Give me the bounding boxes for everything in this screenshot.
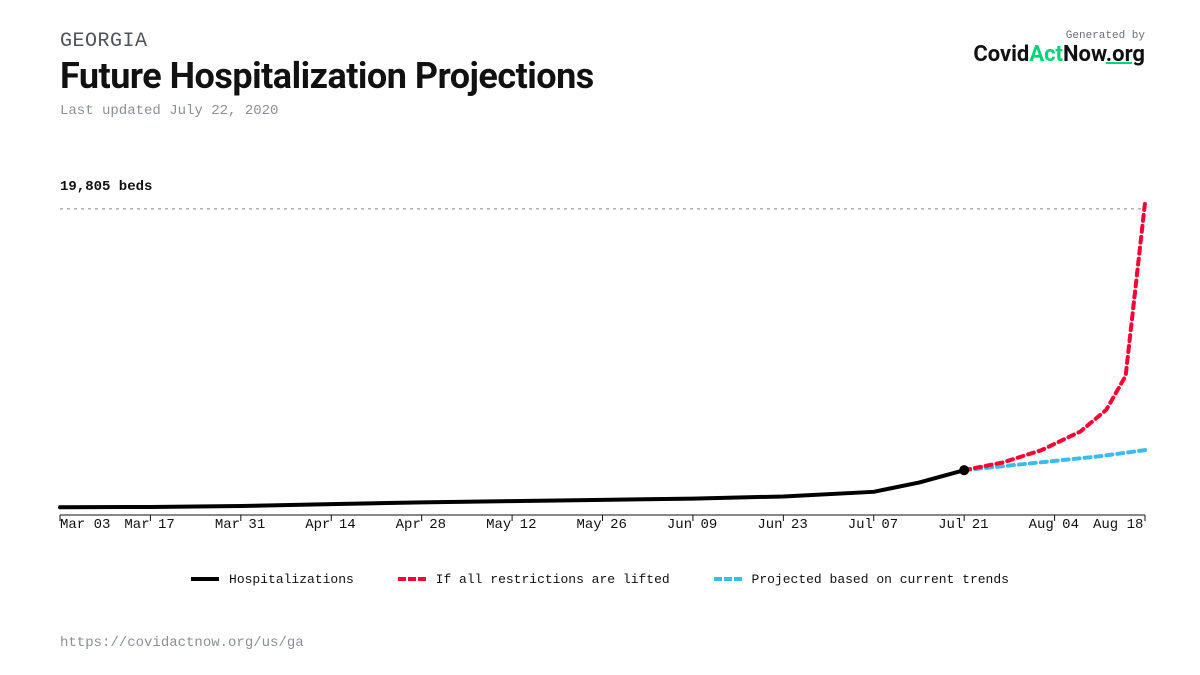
x-tick-label: Jul 07 <box>848 517 898 533</box>
x-tick-label: Jun 09 <box>667 517 717 533</box>
bed-threshold-label: 19,805 beds <box>60 179 152 195</box>
x-tick-label: May 26 <box>577 517 627 533</box>
legend-swatch-lifted <box>398 577 426 581</box>
logo-act: Act <box>1029 42 1063 67</box>
x-tick-label: May 12 <box>486 517 536 533</box>
covidactnow-logo: CovidActNow.org <box>973 42 1145 67</box>
x-tick-label: Jun 23 <box>757 517 807 533</box>
x-tick-label: Mar 03 <box>60 517 110 533</box>
legend-swatch-actual <box>191 577 219 581</box>
legend-label-actual: Hospitalizations <box>229 572 354 587</box>
legend-swatch-projected <box>714 577 742 581</box>
source-url: https://covidactnow.org/us/ga <box>60 635 304 651</box>
x-tick-label: Jul 21 <box>938 517 988 533</box>
x-tick-label: Mar 31 <box>215 517 265 533</box>
chart-svg <box>60 195 1145 515</box>
logo-covid: Covid <box>973 42 1029 67</box>
last-updated: Last updated July 22, 2020 <box>60 103 1145 119</box>
logo-org: .org <box>1106 42 1145 67</box>
generated-by-label: Generated by <box>973 30 1145 42</box>
x-tick-label: Aug 18 <box>1093 517 1143 533</box>
projection-chart: 19,805 beds Mar 03Mar 17Mar 31Apr 14Apr … <box>60 195 1145 515</box>
brand-attribution: Generated by CovidActNow.org <box>973 30 1145 67</box>
legend-label-projected: Projected based on current trends <box>752 572 1009 587</box>
x-tick-label: Aug 04 <box>1029 517 1079 533</box>
logo-now: Now <box>1063 42 1106 67</box>
x-tick-label: Apr 14 <box>305 517 355 533</box>
legend-lifted: If all restrictions are lifted <box>398 572 670 587</box>
legend-projected: Projected based on current trends <box>714 572 1009 587</box>
chart-legend: Hospitalizations If all restrictions are… <box>0 570 1200 587</box>
legend-label-lifted: If all restrictions are lifted <box>436 572 670 587</box>
x-axis-labels: Mar 03 Mar 17 Mar 31 Apr 14 Apr 28 May 12 May … <box>60 517 1145 537</box>
x-tick-label: Apr 28 <box>396 517 446 533</box>
x-tick-label: Mar 17 <box>124 517 174 533</box>
legend-actual: Hospitalizations <box>191 572 354 587</box>
